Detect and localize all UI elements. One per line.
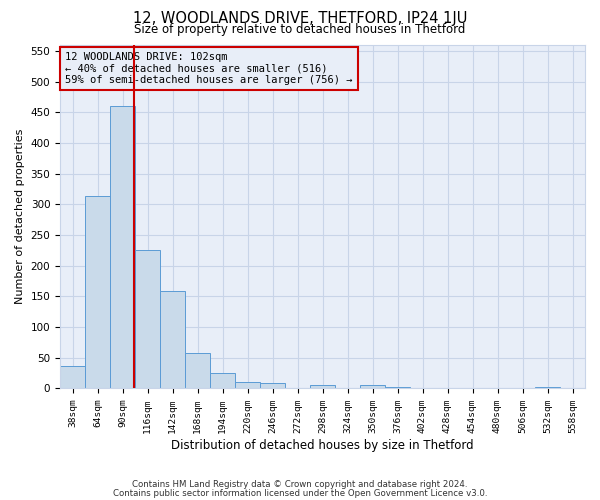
Bar <box>60 366 85 388</box>
Bar <box>535 387 560 388</box>
Bar <box>210 373 235 388</box>
Y-axis label: Number of detached properties: Number of detached properties <box>15 129 25 304</box>
Bar <box>185 354 210 388</box>
Bar <box>85 196 110 388</box>
Text: Size of property relative to detached houses in Thetford: Size of property relative to detached ho… <box>134 22 466 36</box>
Bar <box>260 383 285 388</box>
Text: Contains public sector information licensed under the Open Government Licence v3: Contains public sector information licen… <box>113 488 487 498</box>
Bar <box>135 250 160 388</box>
Bar <box>360 384 385 388</box>
Text: Contains HM Land Registry data © Crown copyright and database right 2024.: Contains HM Land Registry data © Crown c… <box>132 480 468 489</box>
Bar <box>235 382 260 388</box>
Text: 12 WOODLANDS DRIVE: 102sqm
← 40% of detached houses are smaller (516)
59% of sem: 12 WOODLANDS DRIVE: 102sqm ← 40% of deta… <box>65 52 353 85</box>
Bar <box>385 387 410 388</box>
Bar <box>310 386 335 388</box>
Text: 12, WOODLANDS DRIVE, THETFORD, IP24 1JU: 12, WOODLANDS DRIVE, THETFORD, IP24 1JU <box>133 11 467 26</box>
Bar <box>160 292 185 388</box>
X-axis label: Distribution of detached houses by size in Thetford: Distribution of detached houses by size … <box>171 440 474 452</box>
Bar <box>110 106 135 388</box>
